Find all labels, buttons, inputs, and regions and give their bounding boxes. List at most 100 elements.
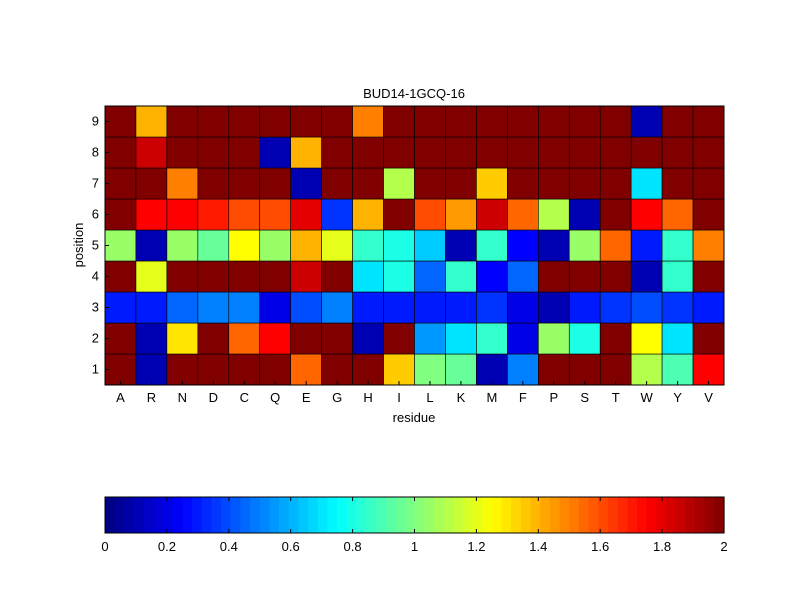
heatmap-cell: [476, 198, 508, 231]
x-tick-label: P: [549, 390, 558, 405]
colorbar-segment: [433, 497, 445, 533]
heatmap-cell: [507, 229, 539, 262]
heatmap-cell: [259, 105, 292, 138]
x-tick-label: T: [612, 390, 620, 405]
colorbar-segment: [569, 497, 580, 533]
heatmap-cell: [692, 136, 725, 169]
colorbar-segment: [288, 497, 300, 533]
heatmap-cell: [661, 198, 694, 231]
colorbar-tick-label: 1: [411, 539, 418, 554]
colorbar-segment: [346, 497, 358, 533]
heatmap-cell: [352, 229, 384, 262]
heatmap-cell: [661, 322, 694, 355]
heatmap-cell: [259, 167, 292, 200]
colorbar-segment: [530, 497, 541, 533]
colorbar-segment: [259, 497, 271, 533]
heatmap-cell: [630, 353, 663, 386]
heatmap-cell: [599, 167, 632, 200]
heatmap-cell: [661, 229, 694, 262]
colorbar-segment: [694, 497, 706, 533]
colorbar-segment: [588, 497, 599, 533]
x-tick-label: S: [580, 390, 589, 405]
heatmap-cell: [599, 198, 632, 231]
colorbar-segment: [656, 497, 667, 533]
colorbar-segment: [269, 497, 280, 533]
heatmap-cell: [290, 322, 322, 355]
heatmap-cell: [321, 105, 353, 138]
heatmap-cell: [568, 198, 601, 231]
heatmap-cell: [135, 167, 168, 200]
heatmap-cell: [383, 198, 415, 231]
heatmap-cell: [135, 136, 168, 169]
heatmap-cell: [228, 291, 261, 324]
heatmap-cell: [228, 353, 261, 386]
heatmap-cell: [414, 229, 446, 262]
y-tick-label: 1: [92, 362, 99, 377]
heatmap-cell: [135, 229, 168, 262]
heatmap-cell: [197, 260, 230, 293]
x-tick-label: K: [457, 390, 466, 405]
x-tick-label: M: [486, 390, 497, 405]
heatmap-cell: [321, 291, 353, 324]
colorbar-segment: [230, 497, 242, 533]
heatmap-cell: [135, 260, 168, 293]
heatmap-cell: [630, 322, 663, 355]
heatmap-cell: [228, 167, 261, 200]
heatmap-cell: [166, 353, 199, 386]
colorbar-segment: [646, 497, 657, 533]
heatmap-cell: [290, 291, 322, 324]
heatmap-cell: [507, 260, 539, 293]
colorbar-tick-label: 1.2: [467, 539, 485, 554]
colorbar-segment: [221, 497, 232, 533]
x-tick-label: Y: [673, 390, 682, 405]
colorbar-segment: [114, 497, 125, 533]
colorbar-segment: [317, 497, 329, 533]
heatmap-cell: [414, 353, 446, 386]
colorbar-tick-label: 0: [101, 539, 108, 554]
heatmap-cell: [537, 105, 570, 138]
x-tick-label: D: [209, 390, 218, 405]
colorbar-segment: [211, 497, 222, 533]
heatmap-cell: [414, 291, 446, 324]
y-tick-label: 7: [92, 176, 99, 191]
heatmap-cell: [507, 198, 539, 231]
colorbar-segment: [501, 497, 512, 533]
heatmap-cell: [630, 105, 663, 138]
heatmap-cell: [228, 260, 261, 293]
y-tick-label: 5: [92, 238, 99, 253]
heatmap-cell: [166, 198, 199, 231]
colorbar-segment: [385, 497, 396, 533]
heatmap-cell: [259, 198, 292, 231]
y-tick-label: 4: [92, 269, 99, 284]
heatmap-cell: [476, 167, 508, 200]
heatmap-cell: [166, 291, 199, 324]
heatmap-cell: [290, 229, 322, 262]
heatmap-cell: [197, 322, 230, 355]
heatmap-cell: [290, 167, 322, 200]
heatmap-cell: [259, 260, 292, 293]
heatmap-cell: [414, 136, 446, 169]
heatmap-cell: [104, 291, 137, 324]
colorbar-segment: [337, 497, 348, 533]
colorbar-segment: [665, 497, 677, 533]
heatmap-cell: [537, 260, 570, 293]
x-tick-label: G: [332, 390, 342, 405]
heatmap-cell: [630, 198, 663, 231]
colorbar-segment: [163, 497, 174, 533]
colorbar-segment: [520, 497, 532, 533]
heatmap-cell: [630, 291, 663, 324]
colorbar-segment: [356, 497, 367, 533]
colorbar-segment: [443, 497, 454, 533]
heatmap-cell: [445, 260, 477, 293]
heatmap-cell: [507, 167, 539, 200]
chart-title: BUD14-1GCQ-16: [363, 86, 465, 101]
heatmap-cell: [661, 260, 694, 293]
colorbar-segment: [685, 497, 696, 533]
heatmap-cell: [166, 229, 199, 262]
colorbar-segment: [250, 497, 261, 533]
heatmap-cell: [507, 136, 539, 169]
x-tick-label: F: [519, 390, 527, 405]
heatmap-cell: [259, 353, 292, 386]
colorbar-segment: [143, 497, 154, 533]
colorbar-segment: [598, 497, 609, 533]
